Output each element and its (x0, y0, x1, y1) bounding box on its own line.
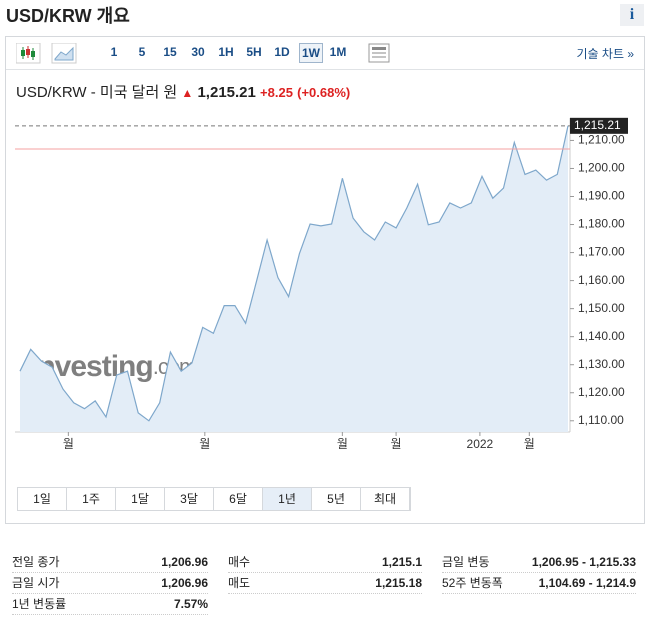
y-tick-label: 1,110.00 (578, 413, 624, 427)
range-button[interactable]: 3달 (165, 488, 214, 510)
title: USD/KRW 개요 (6, 6, 130, 26)
tech-chart-link[interactable]: 기술 차트 » (576, 47, 634, 61)
interval-button[interactable]: 1 (110, 45, 118, 59)
up-arrow: ▲ (181, 86, 194, 100)
interval-button[interactable]: 1D (274, 45, 290, 59)
stat-value: 1,104.69 - 1,214.9 (538, 576, 636, 590)
x-tick-label: 월 (199, 437, 210, 451)
chart-panel: 기술 차트 » 1 5 15 30 1H 5H 1D 1W 1M USD/KRW - 미국 달러… (5, 36, 645, 524)
range-button[interactable]: 1년 (263, 488, 312, 510)
settings-icon[interactable] (368, 43, 392, 65)
change-pct: (+0.68%) (297, 85, 351, 100)
stat-label: 금일 시가 (12, 576, 60, 590)
stat-label: 금일 변동 (442, 555, 490, 569)
interval-button[interactable]: 5H (246, 45, 262, 59)
pair-name: USD/KRW - 미국 달러 원 (16, 84, 178, 101)
stats-column: 매수 1,215.1 매도 1,215.18 (228, 552, 422, 594)
stats-column: 금일 변동 1,206.95 - 1,215.33 52주 변동폭 1,104.69 … (442, 552, 636, 594)
x-tick-label: 월 (337, 437, 348, 451)
stat-value: 1,206.96 (161, 555, 208, 569)
stat-value: 1,215.18 (375, 576, 422, 590)
stats-row: 전일 종가 1,206.96 (12, 552, 208, 573)
toolbar: 기술 차트 » 1 5 15 30 1H 5H 1D 1W 1M (6, 37, 644, 70)
range-button[interactable]: 1달 (116, 488, 165, 510)
y-tick-label: 1,120.00 (578, 385, 625, 399)
stats-row: 금일 변동 1,206.95 - 1,215.33 (442, 552, 636, 573)
interval-button[interactable]: 30 (191, 45, 205, 59)
info-button[interactable]: i (620, 4, 644, 26)
x-tick-label: 월 (391, 437, 402, 451)
x-tick-label: 월 (524, 437, 535, 451)
interval-button[interactable]: 1M (329, 45, 347, 59)
stats-row: 금일 시가 1,206.96 (12, 573, 208, 594)
range-button[interactable]: 1주 (67, 488, 116, 510)
interval-button[interactable]: 1H (218, 45, 234, 59)
last-price-label: 1,215.21 (574, 118, 621, 132)
y-tick-label: 1,200.00 (578, 161, 625, 175)
stats-row: 매도 1,215.18 (228, 573, 422, 594)
interval-button[interactable]: 5 (138, 45, 146, 59)
price: 1,215.21 (197, 84, 256, 101)
quote-line: USD/KRW - 미국 달러 원 ▲ 1,215.21 +8.25 (+0.6… (16, 81, 350, 102)
stats-row: 52주 변동폭 1,104.69 - 1,214.9 (442, 573, 636, 594)
chart: 1,110.00 1,120.00 1,130.00 1,140.00 1,150.00… (15, 117, 628, 451)
stat-value: 1,206.96 (161, 576, 208, 590)
chart-type-icons (16, 43, 77, 64)
stats-row: 1년 변동률 7.57% (12, 594, 208, 615)
range-button[interactable]: 최대 (361, 488, 410, 510)
change: +8.25 (260, 85, 293, 100)
stat-label: 매수 (228, 555, 251, 569)
price-line (19, 125, 569, 422)
y-tick-label: 1,180.00 (578, 217, 625, 231)
last-price-box (570, 117, 628, 134)
range-button[interactable]: 5년 (312, 488, 361, 510)
y-tick-label: 1,160.00 (578, 273, 625, 287)
range-button[interactable]: 6달 (214, 488, 263, 510)
stats-column: 전일 종가 1,206.96 금일 시가 1,206.96 1년 변동률 7.57% (12, 552, 208, 615)
interval-button[interactable]: 1W (299, 43, 323, 63)
y-tick-label: 1,140.00 (578, 329, 625, 343)
y-tick-label: 1,170.00 (578, 245, 625, 259)
x-tick-label: 월 (63, 437, 74, 451)
range-button[interactable]: 1일 (18, 488, 67, 510)
stat-label: 1년 변동률 (12, 597, 67, 611)
y-tick-label: 1,210.00 (578, 133, 625, 147)
y-tick-label: 1,130.00 (578, 357, 625, 371)
stat-label: 전일 종가 (12, 555, 60, 569)
x-tick-label: 2022 (467, 437, 494, 451)
stat-value: 7.57% (173, 597, 208, 611)
stats-row: 매수 1,215.1 (228, 552, 422, 573)
stat-label: 매도 (228, 576, 251, 590)
y-tick-label: 1,190.00 (578, 189, 625, 203)
stat-value: 1,206.95 - 1,215.33 (531, 555, 636, 569)
interval-button[interactable]: 15 (163, 45, 177, 59)
stat-value: 1,215.1 (381, 555, 422, 569)
range-buttons: 1일 1주 1달 3달 6달 1년 5년 최대 (17, 487, 411, 511)
area-fill (20, 125, 568, 433)
stat-label: 52주 변동폭 (442, 576, 503, 590)
y-tick-label: 1,150.00 (578, 301, 625, 315)
